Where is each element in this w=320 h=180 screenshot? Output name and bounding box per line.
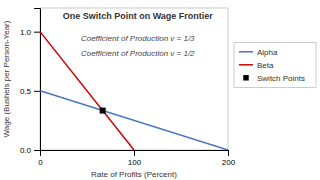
x-tick-label: 100 <box>128 158 142 167</box>
legend-label: Beta <box>257 61 274 70</box>
x-tick: 100 <box>128 150 142 167</box>
legend-label: Alpha <box>257 48 278 57</box>
title: One Switch Point on Wage Frontier <box>63 11 214 21</box>
legend-label: Switch Points <box>257 74 305 83</box>
y-axis-title: Wage (Bushels per Person-Year) <box>2 20 11 137</box>
y-tick: 0.5 <box>20 87 40 96</box>
y-tick-label: 0.0 <box>20 146 32 155</box>
x-tick: 200 <box>222 150 236 167</box>
y-axis-line <box>34 9 41 151</box>
x-tick-mark <box>228 150 229 156</box>
y-tick: 1.0 <box>20 28 40 37</box>
series-line <box>40 91 228 150</box>
legend-swatch <box>243 75 248 80</box>
x-axis-line <box>41 151 229 157</box>
chart: 0 100 200 0.0 0.5 1.0 One Switch Point on Wage… <box>0 0 320 180</box>
y-tick-mark <box>34 32 40 33</box>
x-axis-title: Rate of Profits (Percent) <box>91 170 177 179</box>
legend: Alpha Beta Switch Points <box>234 42 316 87</box>
y-tick-label: 1.0 <box>20 28 32 37</box>
y-tick: 0.0 <box>20 146 40 155</box>
y-tick-mark <box>34 150 40 151</box>
legend-swatch <box>239 64 253 66</box>
y-tick-label: 0.5 <box>20 87 32 96</box>
x-tick-mark <box>134 150 135 156</box>
x-tick: 0 <box>38 150 43 167</box>
plot-frame <box>40 8 228 150</box>
subtitle: Coefficient of Production v = 1/3 <box>81 34 195 43</box>
plot-marks <box>40 32 228 150</box>
y-axis: 0.0 0.5 1.0 <box>20 9 41 156</box>
x-tick-label: 200 <box>222 158 236 167</box>
x-axis: 0 100 200 <box>38 150 235 167</box>
x-tick-label: 0 <box>38 158 43 167</box>
series-point <box>100 108 106 114</box>
y-tick-mark <box>34 91 40 92</box>
legend-frame <box>234 42 316 87</box>
legend-swatch <box>239 51 253 53</box>
subtitle: Coefficient of Production v = 1/2 <box>81 49 195 58</box>
